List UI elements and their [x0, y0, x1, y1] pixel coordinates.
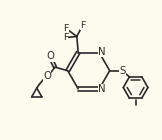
- Text: F: F: [63, 33, 68, 42]
- Text: N: N: [98, 47, 106, 57]
- Text: O: O: [43, 71, 51, 81]
- Text: O: O: [46, 51, 54, 61]
- Text: S: S: [119, 66, 126, 76]
- Text: N: N: [98, 84, 106, 94]
- Text: F: F: [63, 24, 68, 32]
- Text: F: F: [80, 21, 86, 30]
